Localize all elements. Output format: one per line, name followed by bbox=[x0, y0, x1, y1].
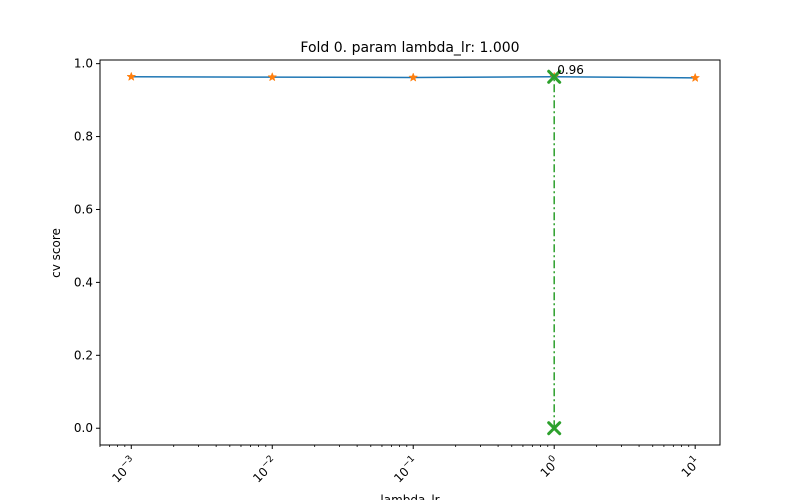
data-point-marker bbox=[690, 72, 701, 83]
data-point-marker bbox=[408, 72, 419, 82]
x-tick-label: 101 bbox=[677, 454, 703, 480]
x-tick-label: 10−1 bbox=[390, 454, 422, 486]
data-point-marker bbox=[267, 71, 278, 82]
y-tick-label: 0.2 bbox=[74, 348, 93, 362]
x-axis-label: lambda_lr bbox=[380, 493, 439, 500]
chart-title: Fold 0. param lambda_lr: 1.000 bbox=[300, 40, 519, 56]
x-tick-label: 10−2 bbox=[249, 454, 281, 486]
best-param-x-marker bbox=[547, 421, 562, 436]
y-tick-label: 0.0 bbox=[74, 421, 93, 435]
best-param-x-marker bbox=[547, 69, 562, 84]
y-tick-label: 0.8 bbox=[74, 130, 93, 144]
x-tick-label: 10−3 bbox=[108, 454, 140, 486]
y-axis-label: cv score bbox=[49, 228, 63, 278]
best-value-label: 0.96 bbox=[557, 63, 584, 77]
data-point-marker bbox=[126, 71, 137, 81]
y-tick-label: 0.6 bbox=[74, 202, 93, 216]
x-tick-label: 100 bbox=[536, 454, 562, 480]
y-tick-label: 0.4 bbox=[74, 275, 93, 289]
axes-frame bbox=[99, 59, 721, 446]
y-tick-label: 1.0 bbox=[74, 57, 93, 71]
